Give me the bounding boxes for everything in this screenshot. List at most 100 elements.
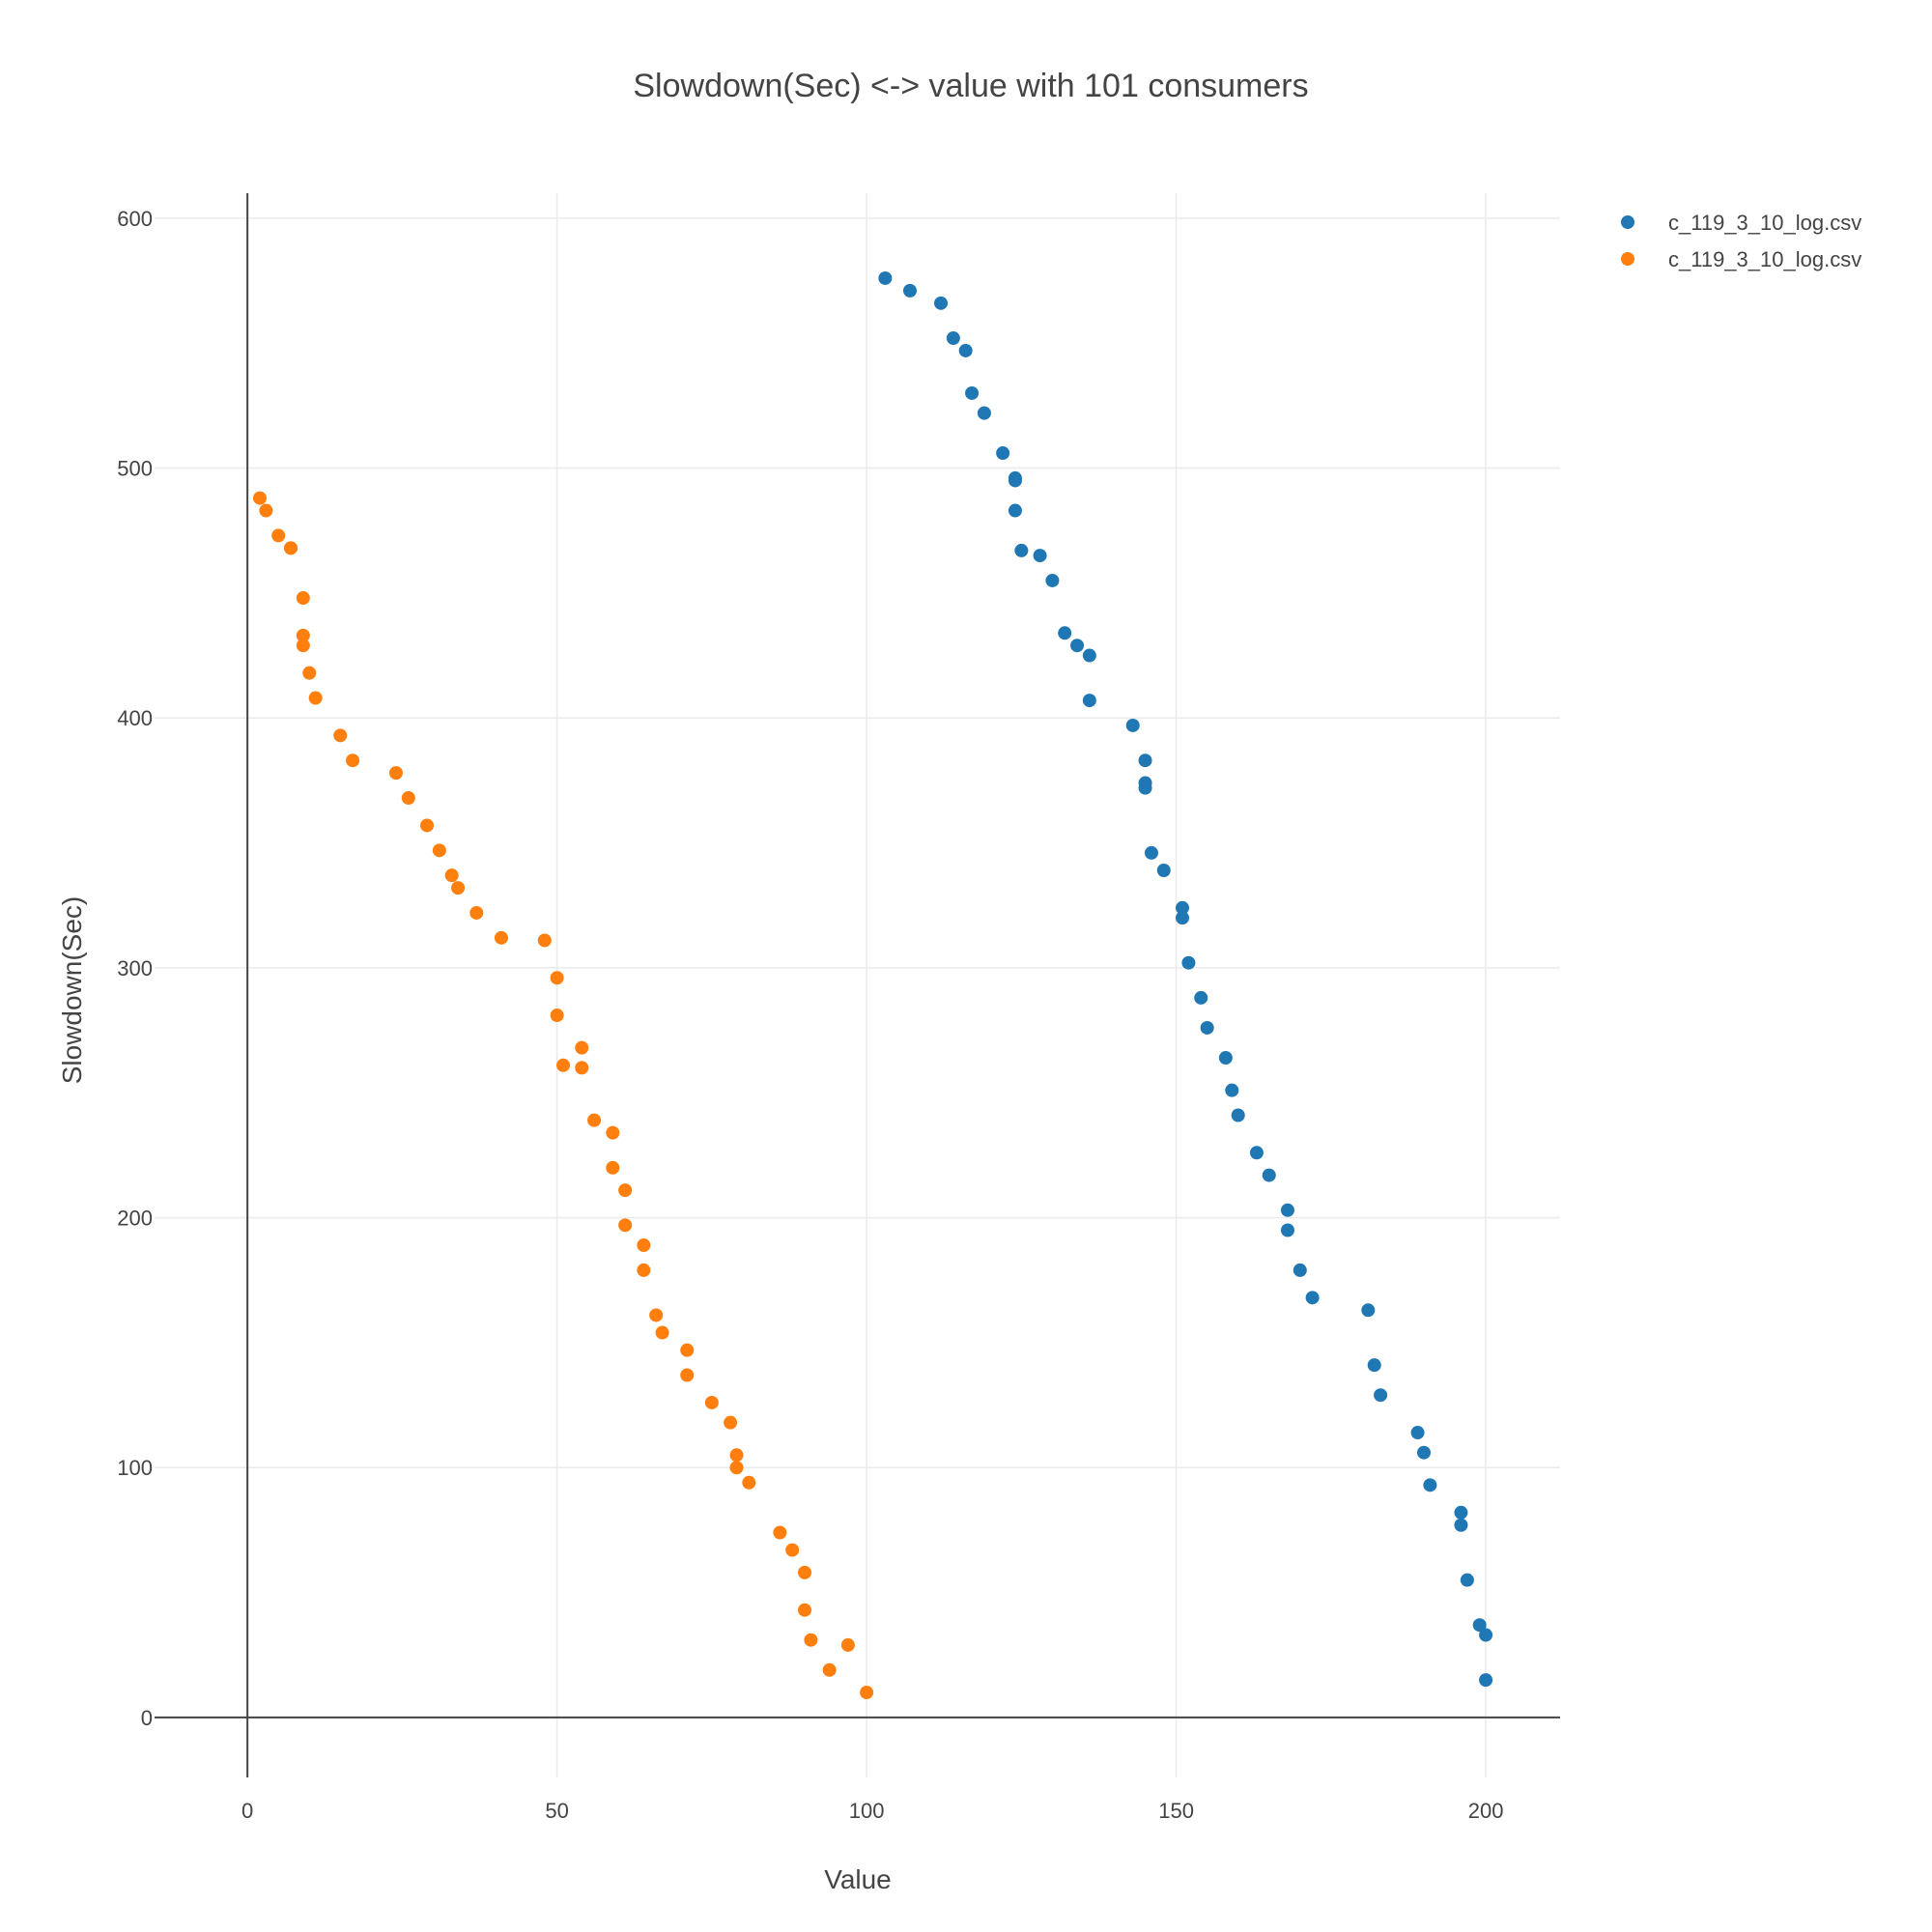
data-point [451,881,466,895]
data-point [1293,1263,1307,1277]
data-point [550,1009,564,1023]
data-point [860,1686,874,1700]
data-point [469,905,484,920]
series-0-points [878,270,1493,1688]
data-point [1176,900,1190,915]
legend-label: c_119_3_10_log.csv [1668,211,1861,235]
data-point [1472,1618,1487,1633]
data-point [785,1543,800,1557]
x-tick-label: 0 [242,1799,253,1823]
data-point [1479,1673,1493,1688]
data-point [1262,1168,1276,1182]
data-point [1194,990,1208,1005]
x-tick-label: 150 [1158,1799,1194,1823]
data-point [296,628,310,642]
y-tick-label: 100 [117,1456,153,1480]
data-point [1058,626,1072,640]
data-point [1249,1146,1264,1160]
data-point [1082,648,1096,663]
y-axis-title: Slowdown(Sec) [57,896,87,1085]
y-tick-label: 600 [117,207,153,231]
data-point [308,691,323,705]
data-point [302,666,317,680]
data-point [822,1662,837,1677]
grid-layer [155,193,1560,1777]
data-point [1416,1445,1431,1460]
data-point [724,1415,738,1430]
data-point [550,971,564,985]
data-point [1045,573,1060,587]
data-point [1014,543,1029,557]
data-point [878,270,893,285]
data-point [1144,845,1158,860]
data-point [655,1325,669,1340]
data-point [649,1308,664,1322]
data-point [1367,1358,1381,1373]
data-point [1008,503,1022,518]
data-point [1181,955,1196,970]
data-point [1138,781,1152,795]
data-point [618,1183,633,1198]
data-point [729,1448,744,1463]
legend-item[interactable]: c_119_3_10_log.csv [1621,211,1861,235]
points-layer [252,270,1493,1700]
y-tick-label: 0 [141,1706,153,1730]
data-point [587,1113,602,1127]
data-point [333,728,348,743]
data-point [729,1461,744,1475]
data-point [742,1475,756,1490]
data-point [401,790,415,805]
data-point [1280,1203,1294,1217]
data-point [1200,1020,1214,1035]
data-point [977,406,991,420]
data-point [773,1525,787,1540]
legend-marker [1621,215,1634,229]
data-point [1479,1628,1493,1642]
data-point [537,933,552,948]
data-point [798,1603,812,1617]
data-point [840,1637,855,1652]
data-point [575,1040,589,1055]
data-point [296,639,310,653]
data-point [946,331,960,346]
legend-label: c_119_3_10_log.csv [1668,247,1861,271]
data-point [271,528,286,543]
data-point [637,1238,651,1253]
data-point [1033,549,1047,563]
y-tick-label: 400 [117,706,153,730]
data-point [1156,864,1171,878]
data-point [1218,1051,1233,1065]
data-point [1280,1223,1294,1237]
data-point [1410,1426,1425,1440]
data-point [296,591,310,606]
data-point [680,1368,695,1382]
data-point [637,1263,651,1277]
axis-layer: 0 50 100 150 200 0 100 200 300 400 500 600 [117,193,1560,1823]
legend: c_119_3_10_log.csv c_119_3_10_log.csv [1621,211,1861,271]
data-point [432,843,446,858]
data-point [1082,694,1096,708]
data-point [1361,1303,1376,1318]
data-point [1460,1573,1474,1587]
data-point [1070,639,1085,653]
data-point [1454,1505,1468,1520]
legend-item[interactable]: c_119_3_10_log.csv [1621,247,1861,271]
data-point [1176,911,1190,925]
x-tick-label: 200 [1468,1799,1504,1823]
data-point [494,930,508,945]
x-tick-label: 50 [545,1799,568,1823]
data-point [1454,1518,1468,1532]
data-point [1231,1108,1245,1122]
legend-marker [1621,252,1634,266]
data-point [1423,1478,1437,1492]
data-point [704,1395,719,1409]
data-point [804,1633,818,1647]
data-point [934,296,949,310]
data-point [606,1125,620,1140]
data-point [958,343,973,357]
data-point [444,868,459,883]
data-point [556,1058,571,1072]
x-tick-label: 100 [849,1799,885,1823]
